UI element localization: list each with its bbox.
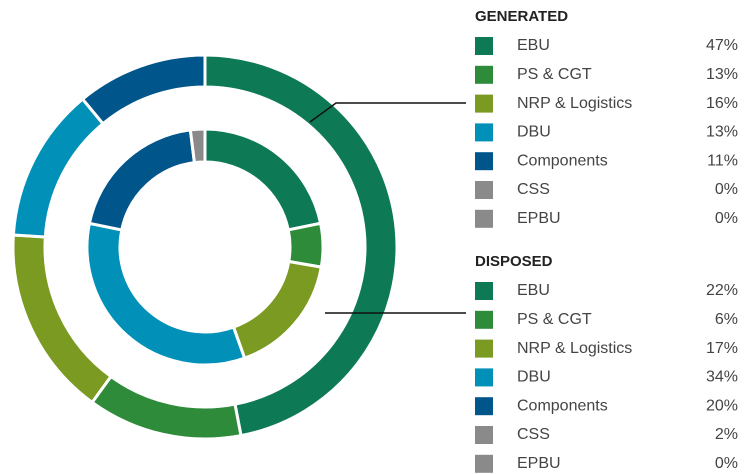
legend-label: CSS bbox=[517, 426, 550, 443]
legend-label: PS & CGT bbox=[517, 66, 592, 83]
legend-label: PS & CGT bbox=[517, 311, 592, 328]
value-label: 0% bbox=[715, 181, 738, 198]
value-label: 13% bbox=[706, 66, 738, 83]
legend-label: DBU bbox=[517, 369, 551, 386]
ring-segment bbox=[286, 221, 325, 269]
legend-label: NRP & Logistics bbox=[517, 340, 632, 357]
legend-label: EPBU bbox=[517, 210, 561, 227]
legend-swatch bbox=[475, 282, 493, 300]
legend-swatch bbox=[475, 65, 493, 84]
value-label: 13% bbox=[706, 124, 738, 141]
legend-label: EPBU bbox=[517, 455, 561, 472]
ring-segment bbox=[188, 127, 207, 165]
value-label: 0% bbox=[715, 455, 738, 472]
legend-swatch bbox=[475, 339, 493, 358]
legend-swatch bbox=[475, 94, 493, 113]
value-label: 0% bbox=[715, 210, 738, 227]
value-label: 17% bbox=[706, 340, 738, 357]
ring-segment bbox=[85, 221, 247, 367]
legend-label: EBU bbox=[517, 282, 550, 299]
legend-swatch bbox=[475, 454, 493, 473]
ring-segment bbox=[203, 127, 323, 232]
value-label: 16% bbox=[706, 95, 738, 112]
ring-segment bbox=[87, 128, 197, 232]
ring-segment bbox=[231, 259, 324, 361]
legend-label: CSS bbox=[517, 181, 550, 198]
legend-swatch bbox=[475, 209, 493, 228]
value-label: 11% bbox=[707, 152, 738, 169]
value-label: 2% bbox=[715, 426, 738, 443]
legend-heading: GENERATED bbox=[475, 8, 568, 25]
legend-swatch bbox=[475, 181, 493, 199]
ring-segment bbox=[90, 374, 243, 441]
legend-label: EBU bbox=[517, 37, 550, 54]
legend-swatch bbox=[475, 397, 493, 416]
legend-heading: DISPOSED bbox=[475, 253, 553, 270]
value-label: 22% bbox=[706, 282, 738, 299]
value-label: 6% bbox=[715, 311, 738, 328]
value-label: 47% bbox=[706, 37, 738, 54]
legend-swatch bbox=[475, 310, 493, 329]
legend-swatch bbox=[475, 152, 493, 171]
legend: GENERATED EBU 47% PS & CGT 13% NRP & Logistic… bbox=[475, 8, 738, 473]
ring-segment bbox=[203, 53, 399, 438]
legend-swatch bbox=[475, 37, 493, 55]
legend-label: Components bbox=[517, 397, 608, 414]
rings bbox=[11, 53, 399, 441]
legend-label: NRP & Logistics bbox=[517, 95, 632, 112]
legend-label: Components bbox=[517, 152, 608, 169]
legend-label: DBU bbox=[517, 124, 551, 141]
value-label: 20% bbox=[706, 397, 738, 414]
value-label: 34% bbox=[706, 369, 738, 386]
legend-swatch bbox=[475, 426, 493, 444]
ring-segment bbox=[80, 53, 207, 126]
legend-swatch bbox=[475, 123, 493, 142]
leader-line bbox=[309, 102, 466, 123]
legend-swatch bbox=[475, 368, 493, 387]
